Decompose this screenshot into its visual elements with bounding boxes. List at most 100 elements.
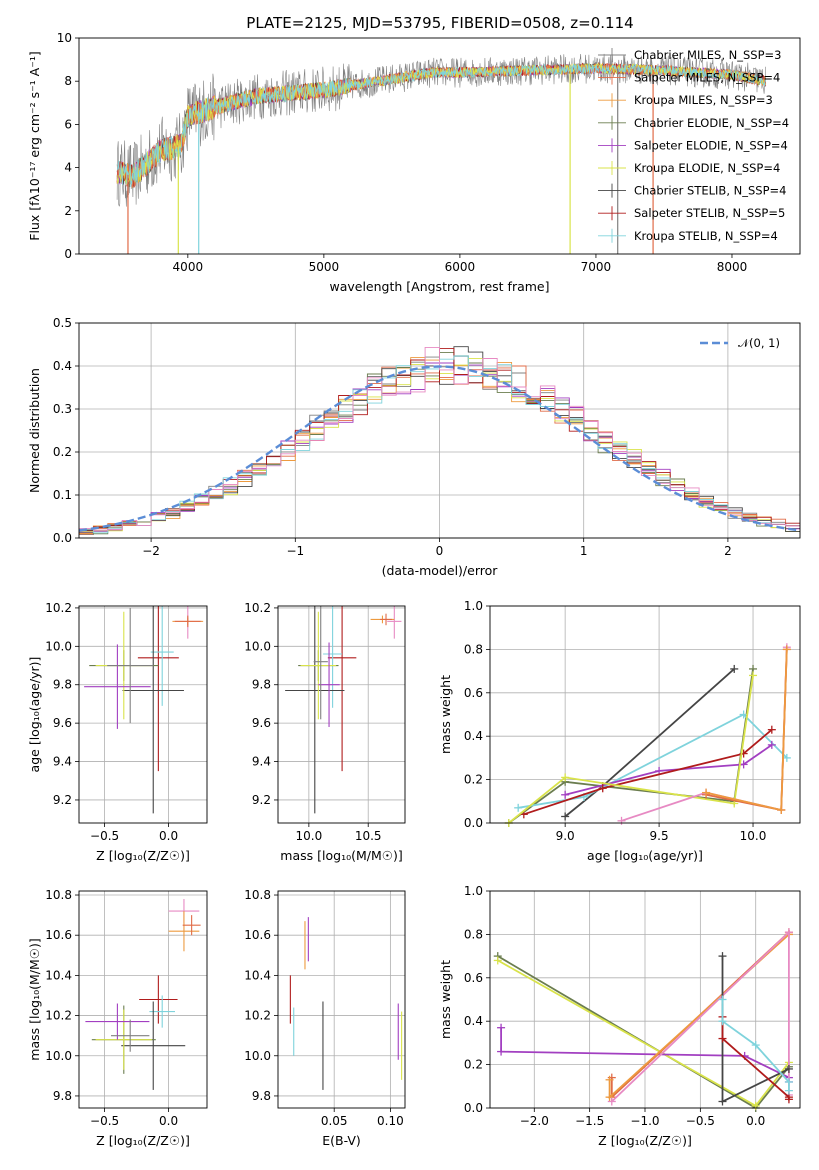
y-tick-label: 10.0 (45, 1049, 72, 1063)
x-tick-label: 7000 (581, 260, 612, 274)
y-tick-label: 9.8 (252, 1089, 271, 1103)
x-tick-label: 0.0 (746, 1114, 765, 1128)
x-tick-label: 9.0 (556, 829, 575, 843)
spectrum-panel: 4000 5000 6000 7000 8000 0 2 4 6 8 10 wavelength [A… (27, 31, 801, 294)
x-tick-label: −2 (142, 544, 160, 558)
y-tick-label: 0 (64, 247, 72, 261)
histogram-step (79, 346, 800, 531)
y-axis-label: age [log₁₀(age/yr)] (27, 657, 42, 773)
y-axis-label: mass [log₁₀(M/M☉)] (27, 938, 42, 1060)
legend-label: Kroupa ELODIE, N_SSP=4 (634, 161, 780, 175)
x-axis-label: mass [log₁₀(M/M☉)] (280, 848, 402, 863)
y-tick-label: 9.6 (53, 716, 72, 730)
y-tick-label: 0.6 (464, 971, 483, 985)
y-tick-label: 4 (64, 161, 72, 175)
x-axis-label: E(B-V) (322, 1133, 361, 1148)
x-tick-label: −1.0 (630, 1114, 659, 1128)
legend-label: Chabrier STELIB, N_SSP=4 (634, 184, 786, 198)
x-tick-label: 10.5 (355, 829, 382, 843)
y-axis-label: Flux [fλ10⁻¹⁷ erg cm⁻² s⁻¹ A⁻¹] (27, 51, 42, 240)
y-tick-label: 0.6 (464, 686, 483, 700)
y-tick-label: 10.4 (244, 968, 271, 982)
y-tick-label: 8 (64, 74, 72, 88)
x-tick-label: −2.0 (520, 1114, 549, 1128)
y-tick-label: 0.0 (464, 816, 483, 830)
x-tick-label: 5000 (309, 260, 340, 274)
spectrum-line (116, 53, 766, 207)
y-tick-label: 9.2 (53, 793, 72, 807)
y-tick-label: 0.5 (53, 316, 72, 330)
axes-frame (489, 890, 801, 1109)
y-tick-label: 0.0 (53, 531, 72, 545)
weight-line (518, 713, 788, 809)
y-tick-label: 9.8 (252, 678, 271, 692)
weight-line (564, 744, 773, 796)
x-axis-label: age [log₁₀(age/yr)] (587, 848, 703, 863)
legend-label: Salpeter MILES, N_SSP=4 (634, 71, 780, 85)
axes-frame (78, 605, 208, 824)
weight-line (497, 955, 790, 1108)
y-tick-label: 0.0 (464, 1101, 483, 1115)
axes-frame (78, 37, 801, 255)
x-tick-label: 0.0 (159, 1114, 178, 1128)
y-tick-label: 10.8 (45, 888, 72, 902)
y-tick-label: 9.4 (252, 755, 271, 769)
y-tick-label: 0.2 (53, 445, 72, 459)
x-tick-label: 10.0 (296, 829, 323, 843)
y-tick-label: 9.8 (53, 1089, 72, 1103)
legend-label: Salpeter STELIB, N_SSP=5 (634, 206, 785, 220)
y-tick-label: 0.1 (53, 488, 72, 502)
x-tick-label: 0.10 (377, 1114, 404, 1128)
mass-vs-metallicity-panel: −0.5 0.0 9.8 10.0 10.2 10.4 10.6 10.8 Z [log₁₀(Z… (27, 888, 208, 1148)
y-tick-label: 0.3 (53, 402, 72, 416)
y-tick-label: 9.6 (252, 716, 271, 730)
x-tick-label: 0.0 (159, 829, 178, 843)
x-tick-label: 1 (580, 544, 588, 558)
mass-vs-ebv-panel: 0.05 0.10 9.8 10.0 10.2 10.4 10.6 10.8 E(B-V) (244, 888, 406, 1148)
y-tick-label: 10.2 (244, 601, 271, 615)
weight-vs-metallicity-panel: −2.0 −1.5 −1.0 −0.5 0.0 0.0 0.2 0.4 0.6 0.8 1.0 Z [… (438, 884, 801, 1148)
y-axis-label: Normed distribution (27, 368, 42, 493)
x-tick-label: 10.0 (740, 829, 767, 843)
axes-frame (78, 322, 801, 539)
y-tick-label: 10.2 (244, 1009, 271, 1023)
x-tick-label: −0.5 (686, 1114, 715, 1128)
legend-label: 𝒩(0, 1) (738, 336, 780, 350)
y-tick-label: 0.2 (464, 773, 483, 787)
y-tick-label: 9.2 (252, 793, 271, 807)
legend-label: Kroupa MILES, N_SSP=3 (634, 93, 773, 107)
normal-curve (79, 365, 800, 532)
y-tick-label: 10.8 (244, 888, 271, 902)
axes-frame (78, 890, 208, 1109)
x-tick-label: 6000 (445, 260, 476, 274)
x-axis-label: Z [log₁₀(Z/Z☉)] (96, 848, 190, 863)
x-tick-label: 8000 (717, 260, 748, 274)
legend-label: Chabrier ELODIE, N_SSP=4 (634, 116, 789, 130)
age-vs-metallicity-panel: −0.5 0.0 9.2 9.4 9.6 9.8 10.0 10.2 Z [log₁₀(Z/Z☉… (27, 601, 208, 863)
y-axis-label: mass weight (438, 675, 453, 754)
weight-vs-age-panel: 9.0 9.5 10.0 0.0 0.2 0.4 0.6 0.8 1.0 age [log₁₀(a… (438, 599, 801, 863)
y-tick-label: 10 (57, 31, 72, 45)
y-tick-label: 0.8 (464, 927, 483, 941)
figure-title: PLATE=2125, MJD=53795, FIBERID=0508, z=0… (246, 14, 633, 32)
y-tick-label: 10.6 (45, 928, 72, 942)
axes-frame (277, 605, 406, 824)
x-tick-label: −0.5 (90, 1114, 119, 1128)
x-tick-label: 9.5 (650, 829, 669, 843)
y-tick-label: 10.0 (45, 639, 72, 653)
x-tick-label: 2 (724, 544, 732, 558)
y-axis-label: mass weight (438, 960, 453, 1039)
x-axis-label: Z [log₁₀(Z/Z☉)] (96, 1133, 190, 1148)
y-tick-label: 10.0 (244, 639, 271, 653)
spectrum-line (116, 63, 767, 188)
y-tick-label: 10.4 (45, 968, 72, 982)
x-tick-label: −0.5 (90, 829, 119, 843)
x-axis-label: Z [log₁₀(Z/Z☉)] (598, 1133, 692, 1148)
age-vs-mass-panel: 10.0 10.5 9.2 9.4 9.6 9.8 10.0 10.2 mass [log₁₀(… (244, 601, 406, 863)
y-tick-label: 10.0 (244, 1049, 271, 1063)
y-tick-label: 10.6 (244, 928, 271, 942)
y-tick-label: 0.2 (464, 1058, 483, 1072)
axes-frame (489, 605, 801, 824)
x-tick-label: 0 (436, 544, 444, 558)
